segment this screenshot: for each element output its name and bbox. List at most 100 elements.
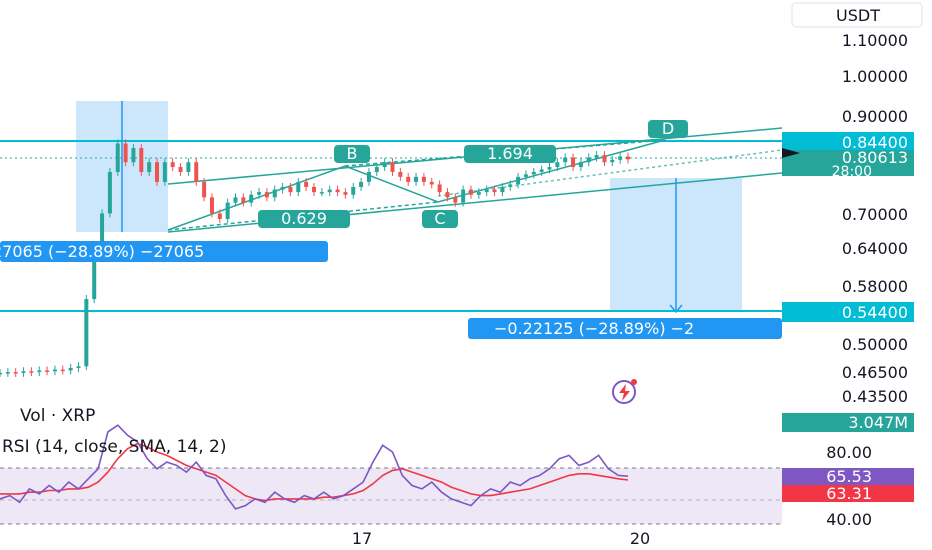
time-label: 20 [630, 529, 650, 548]
candle [390, 162, 395, 172]
volume-tag[interactable]: 3.047M [782, 413, 914, 432]
lightning-icon[interactable] [612, 379, 637, 404]
candle [414, 176, 419, 182]
candle [445, 192, 450, 198]
current-price-tag[interactable]: 0.80613 28:00 [782, 148, 914, 180]
svg-text:63.31: 63.31 [826, 484, 872, 503]
candle [469, 189, 473, 195]
candle [194, 162, 199, 182]
candle [217, 213, 222, 219]
candle [351, 186, 356, 195]
candle [539, 169, 544, 172]
currency-button[interactable]: USDT [791, 2, 923, 28]
candle [37, 370, 42, 373]
candle [264, 192, 269, 198]
svg-text:1.694: 1.694 [487, 144, 533, 163]
candle [241, 197, 246, 203]
price-tick: 1.00000 [842, 67, 908, 86]
rsi-tick: 80.00 [826, 443, 872, 462]
pattern-label-d[interactable]: D [648, 119, 688, 138]
candle [335, 189, 340, 193]
rsi-value-tag[interactable]: 65.53 [782, 467, 914, 486]
svg-text:3.047M: 3.047M [848, 413, 908, 432]
candle [225, 202, 230, 219]
measure-label-left[interactable]: 27065 (−28.89%) −27065 [0, 241, 328, 262]
svg-text:USDT: USDT [836, 6, 880, 25]
candle [131, 148, 136, 163]
candle [123, 143, 128, 163]
candle [453, 197, 458, 203]
candle [429, 181, 434, 185]
svg-text:0.84400: 0.84400 [842, 133, 908, 152]
volume-panel-title: Vol · XRP [20, 406, 95, 426]
candle [366, 171, 371, 182]
candle [476, 192, 481, 195]
candle [610, 159, 615, 163]
candle [304, 181, 309, 187]
candle [437, 184, 442, 193]
candle [618, 156, 623, 160]
candle [461, 189, 466, 203]
candle [29, 371, 34, 373]
candle [492, 189, 497, 193]
candle [84, 299, 89, 367]
candle [68, 367, 73, 371]
candle [170, 162, 175, 168]
candle [594, 155, 599, 158]
candle [578, 162, 583, 168]
candle [60, 369, 65, 372]
candle [272, 189, 277, 198]
level-tag-bottom[interactable]: 0.54400 [782, 302, 914, 322]
candle [382, 162, 387, 168]
svg-text:65.53: 65.53 [826, 467, 872, 486]
svg-text:27065 (−28.89%) −27065: 27065 (−28.89%) −27065 [0, 242, 204, 261]
candle [52, 369, 57, 372]
candle [249, 194, 254, 203]
svg-text:0.80613: 0.80613 [842, 148, 908, 167]
candle [13, 372, 18, 374]
candle [233, 197, 238, 203]
price-tick: 0.58000 [842, 277, 908, 296]
price-axis[interactable]: 1.10000 1.00000 0.90000 0.70000 0.64000 … [782, 0, 932, 550]
candle [107, 171, 112, 214]
candle [147, 162, 152, 172]
price-tick: 1.10000 [842, 31, 908, 50]
rsi-sma-tag[interactable]: 63.31 [782, 484, 914, 503]
measure-label-right[interactable]: −0.22125 (−28.89%) −2 [468, 318, 782, 339]
candle [421, 176, 426, 182]
candle [484, 189, 489, 193]
candle [186, 162, 191, 172]
price-tick: 0.50000 [842, 335, 908, 354]
ratio-label-bc[interactable]: 1.694 [464, 144, 556, 163]
candle [563, 157, 568, 163]
candle [21, 371, 26, 373]
rsi-plot [0, 424, 629, 510]
rsi-band [0, 468, 782, 524]
candle [155, 162, 159, 182]
candle [280, 186, 285, 190]
candle [178, 167, 183, 172]
candle [531, 171, 536, 175]
candle [398, 171, 403, 177]
candle [523, 174, 528, 177]
candle [312, 186, 316, 193]
candle [296, 181, 301, 193]
candle [319, 192, 324, 194]
level-tag-top[interactable]: 0.84400 [782, 132, 914, 152]
rsi-line [0, 424, 629, 510]
pattern-label-c[interactable]: C [422, 209, 458, 228]
candle [626, 156, 630, 160]
candlestick-series [0, 139, 630, 377]
candle [547, 167, 552, 170]
pattern-label-b[interactable]: B [334, 144, 370, 163]
ratio-label-ab[interactable]: 0.629 [258, 209, 350, 228]
candle [115, 143, 120, 172]
time-label: 17 [352, 529, 372, 548]
price-tick: 0.90000 [842, 107, 908, 126]
price-tick: 0.46500 [842, 363, 908, 382]
price-tick: 0.64000 [842, 239, 908, 258]
candle [508, 184, 513, 187]
rsi-panel-title: RSI (14, close, SMA, 14, 2) [2, 437, 226, 457]
svg-text:−0.22125 (−28.89%) −2: −0.22125 (−28.89%) −2 [494, 319, 694, 338]
